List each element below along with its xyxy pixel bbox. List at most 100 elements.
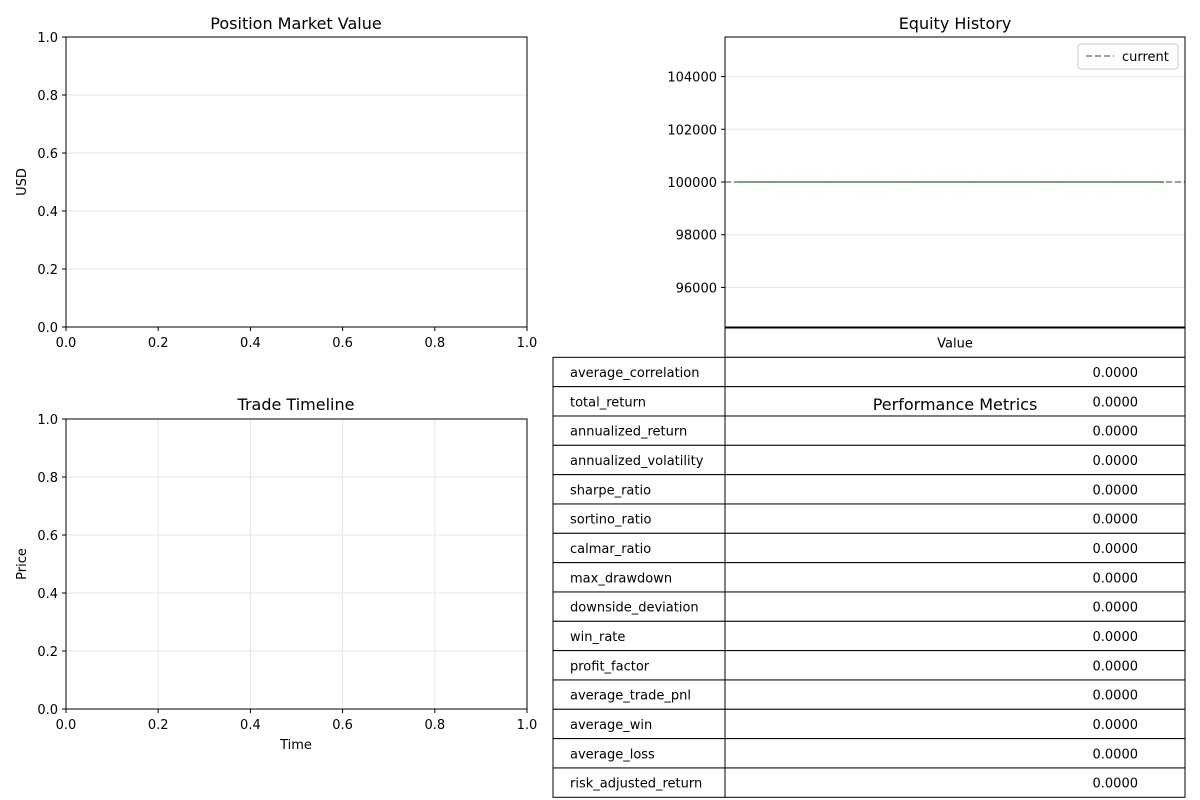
row-label: calmar_ratio <box>570 542 651 557</box>
grid-lines <box>66 94 527 270</box>
legend-label-current: current <box>1122 50 1169 65</box>
row-label-cell <box>552 386 726 417</box>
table-body: Value average_correlation 0.0000 total_retu… <box>552 327 1186 798</box>
row-label-cell <box>552 356 726 388</box>
y-tick-label: 100000 <box>667 176 717 191</box>
chart-title: Position Market Value <box>210 14 381 33</box>
row-label: sharpe_ratio <box>570 483 651 498</box>
row-value-cell <box>724 356 1186 388</box>
row-label: win_rate <box>570 630 625 645</box>
x-tick-label: 0.6 <box>332 718 353 733</box>
row-label: sortino_ratio <box>570 513 651 528</box>
row-value: 0.0000 <box>1093 689 1139 704</box>
plot-frame <box>65 36 528 328</box>
row-value-cell <box>724 591 1186 622</box>
x-tick-label: 0.2 <box>148 336 169 351</box>
row-label-cell <box>552 620 726 652</box>
row-value: 0.0000 <box>1093 454 1139 469</box>
row-label-cell <box>552 738 726 769</box>
row-label: average_correlation <box>570 366 699 381</box>
row-value-cell <box>724 767 1186 798</box>
y-tick-label: 98000 <box>676 229 717 244</box>
row-value: 0.0000 <box>1093 395 1139 410</box>
row-value-cell <box>724 386 1186 417</box>
row-label: total_return <box>570 395 646 410</box>
row-value: 0.0000 <box>1093 659 1139 674</box>
y-tick-label: 0.0 <box>37 321 58 336</box>
legend-box <box>1077 43 1179 70</box>
row-value: 0.0000 <box>1093 777 1139 792</box>
row-label-cell <box>552 444 726 476</box>
row-label: downside_deviation <box>570 601 699 616</box>
chart-title: Equity History <box>899 14 1012 33</box>
row-value-cell <box>724 474 1186 505</box>
x-tick-label: 1.0 <box>517 336 538 351</box>
y-tick-label: 0.6 <box>37 529 58 544</box>
row-value: 0.0000 <box>1093 571 1139 586</box>
row-value-cell <box>724 444 1186 476</box>
equity-history-panel: Equity History 96000 98000 100000 102000 104… <box>667 14 1186 328</box>
performance-metrics-table: Value average_correlation 0.0000 total_retu… <box>552 327 1186 798</box>
row-value: 0.0000 <box>1093 425 1139 440</box>
x-axis-ticks: 0.0 0.2 0.4 0.6 0.8 1.0 <box>56 709 538 733</box>
row-value: 0.0000 <box>1093 483 1139 498</box>
y-axis-ticks: 0.0 0.2 0.4 0.6 0.8 1.0 <box>37 413 66 718</box>
row-label-cell <box>552 767 726 798</box>
x-axis-ticks: 0.0 0.2 0.4 0.6 0.8 1.0 <box>56 327 538 351</box>
legend: current <box>1077 43 1179 70</box>
table-title: Performance Metrics <box>873 395 1038 414</box>
x-tick-label: 0.2 <box>148 718 169 733</box>
y-tick-label: 0.2 <box>37 645 58 660</box>
row-value-cell <box>724 620 1186 652</box>
y-tick-label: 0.4 <box>37 587 58 602</box>
row-value-cell <box>724 532 1186 564</box>
x-tick-label: 0.4 <box>240 718 261 733</box>
row-label-cell <box>552 532 726 564</box>
chart-title: Trade Timeline <box>237 395 355 414</box>
row-value: 0.0000 <box>1093 601 1139 616</box>
row-label: average_loss <box>570 747 655 762</box>
y-axis-label: USD <box>15 168 30 196</box>
y-axis-ticks: 0.0 0.2 0.4 0.6 0.8 1.0 <box>37 31 66 336</box>
row-label-cell <box>552 415 726 446</box>
row-label: annualized_return <box>570 425 687 440</box>
row-value: 0.0000 <box>1093 630 1139 645</box>
row-value: 0.0000 <box>1093 366 1139 381</box>
row-value-cell <box>724 650 1186 681</box>
row-label: risk_adjusted_return <box>570 777 702 792</box>
row-value: 0.0000 <box>1093 542 1139 557</box>
row-value-cell <box>724 708 1186 740</box>
row-label-cell <box>552 474 726 505</box>
y-axis-ticks: 96000 98000 100000 102000 104000 <box>667 71 725 296</box>
x-tick-label: 1.0 <box>517 718 538 733</box>
position-market-value-panel: Position Market Value USD 0.0 0.2 0.4 0.6 0.… <box>15 14 537 351</box>
row-label: average_win <box>570 718 652 733</box>
y-tick-label: 0.8 <box>37 471 58 486</box>
row-value-cell <box>724 562 1186 593</box>
y-tick-label: 0.0 <box>37 703 58 718</box>
x-tick-label: 0.0 <box>56 336 77 351</box>
row-value: 0.0000 <box>1093 513 1139 528</box>
y-tick-label: 104000 <box>667 71 717 86</box>
x-tick-label: 0.4 <box>240 336 261 351</box>
y-tick-label: 102000 <box>667 123 717 138</box>
x-tick-label: 0.0 <box>56 718 77 733</box>
row-label: profit_factor <box>570 659 650 674</box>
x-tick-label: 0.6 <box>332 336 353 351</box>
y-tick-label: 1.0 <box>37 413 58 428</box>
x-tick-label: 0.8 <box>424 718 445 733</box>
row-label-cell <box>552 591 726 622</box>
column-header: Value <box>937 337 973 352</box>
y-tick-label: 0.2 <box>37 263 58 278</box>
grid-lines <box>66 419 527 709</box>
y-tick-label: 0.8 <box>37 89 58 104</box>
trade-timeline-panel: Trade Timeline Price Time 0.0 0.2 0.4 0.6 0.… <box>15 395 537 753</box>
y-tick-label: 0.4 <box>37 205 58 220</box>
plot-frame <box>65 418 528 710</box>
x-axis-label: Time <box>279 738 312 753</box>
row-value: 0.0000 <box>1093 747 1139 762</box>
row-value: 0.0000 <box>1093 718 1139 733</box>
y-tick-label: 0.6 <box>37 147 58 162</box>
row-label: max_drawdown <box>570 571 672 586</box>
